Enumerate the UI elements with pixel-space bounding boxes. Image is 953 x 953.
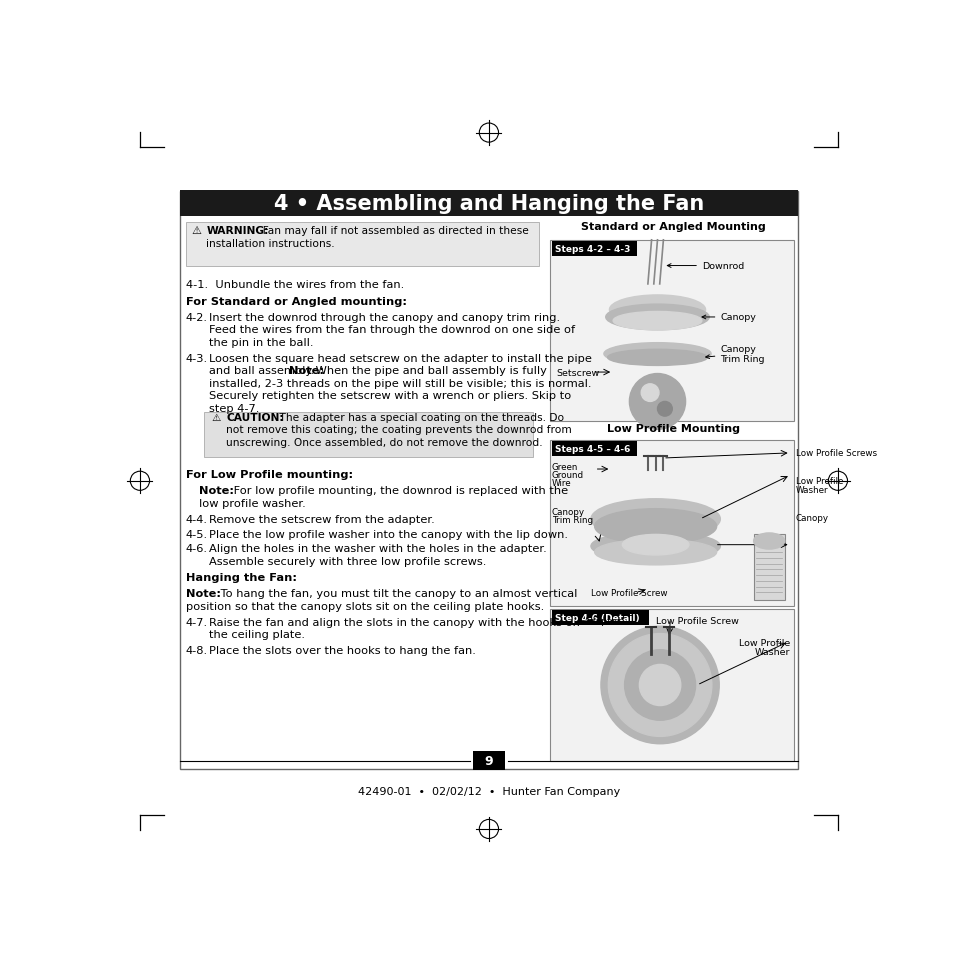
Ellipse shape [621,535,688,556]
Text: Ground: Ground [551,470,583,479]
Circle shape [608,634,711,737]
Ellipse shape [590,499,720,539]
Text: 9: 9 [484,755,493,767]
Text: Canopy: Canopy [551,508,584,517]
Bar [551,441,637,456]
Text: 4-1.  Unbundle the wires from the fan.: 4-1. Unbundle the wires from the fan. [186,280,404,291]
Text: For low profile mounting, the downrod is replaced with the: For low profile mounting, the downrod is… [230,486,568,496]
Text: Canopy: Canopy [701,314,756,322]
Text: 4-7.: 4-7. [186,617,208,627]
Text: 4-4.: 4-4. [186,515,208,524]
Text: Fan may fall if not assembled as directed in these: Fan may fall if not assembled as directe… [255,225,528,235]
Text: WARNING:: WARNING: [206,225,269,235]
Text: Green: Green [551,462,578,471]
Bar [180,191,797,217]
Text: The adapter has a special coating on the threads. Do: The adapter has a special coating on the… [275,413,563,422]
Text: unscrewing. Once assembled, do not remove the downrod.: unscrewing. Once assembled, do not remov… [226,437,542,447]
Text: Low Profile: Low Profile [739,639,790,647]
Circle shape [657,402,672,416]
Text: low profile washer.: low profile washer. [199,498,306,508]
Text: Align the holes in the washer with the holes in the adapter.: Align the holes in the washer with the h… [210,543,547,554]
Text: 4 • Assembling and Hanging the Fan: 4 • Assembling and Hanging the Fan [274,193,703,213]
Text: ⚠: ⚠ [192,225,201,235]
Text: Steps 4-5 – 4-6: Steps 4-5 – 4-6 [554,444,629,454]
Text: For Standard or Angled mounting:: For Standard or Angled mounting: [186,296,406,306]
Text: Remove the setscrew from the adapter.: Remove the setscrew from the adapter. [210,515,435,524]
Ellipse shape [594,509,716,544]
Text: Steps 4-2 – 4-3: Steps 4-2 – 4-3 [554,245,629,253]
Bar [186,223,538,267]
Ellipse shape [594,539,716,565]
Text: Raise the fan and align the slots in the canopy with the hooks on: Raise the fan and align the slots in the… [210,617,579,627]
Text: Setscrew: Setscrew [556,368,598,377]
Text: For Low Profile mounting:: For Low Profile mounting: [186,470,353,479]
Circle shape [624,650,695,720]
Text: 4-3.: 4-3. [186,354,208,364]
Ellipse shape [613,313,701,331]
Text: Securely retighten the setscrew with a wrench or pliers. Skip to: Securely retighten the setscrew with a w… [210,391,571,401]
Text: Downrod: Downrod [666,262,743,271]
Text: CAUTION:: CAUTION: [226,413,284,422]
Text: When the pipe and ball assembly is fully: When the pipe and ball assembly is fully [312,366,546,376]
Bar [550,609,794,761]
Text: installation instructions.: installation instructions. [206,238,335,249]
Bar [472,751,505,770]
Text: Place the low profile washer into the canopy with the lip down.: Place the low profile washer into the ca… [210,529,568,539]
Bar [551,611,649,625]
Text: position so that the canopy slots sit on the ceiling plate hooks.: position so that the canopy slots sit on… [186,601,543,611]
Text: the pin in the ball.: the pin in the ball. [210,337,314,348]
Text: 4-8.: 4-8. [186,645,208,656]
Text: Note:: Note: [199,486,233,496]
Text: Feed the wires from the fan through the downrod on one side of: Feed the wires from the fan through the … [210,325,575,335]
Bar [550,240,794,421]
Text: Wire: Wire [551,478,571,487]
Text: Note:: Note: [186,588,220,598]
Text: and ball assembly.: and ball assembly. [210,366,318,376]
Text: Assemble securely with three low profile screws.: Assemble securely with three low profile… [210,557,486,566]
Circle shape [629,375,685,430]
Text: Loosen the square head setscrew on the adapter to install the pipe: Loosen the square head setscrew on the a… [210,354,592,364]
Text: 4-5.: 4-5. [186,529,208,539]
Ellipse shape [609,295,705,325]
Text: Step 4-6 (Detail): Step 4-6 (Detail) [554,614,639,622]
Text: not remove this coating; the coating prevents the downrod from: not remove this coating; the coating pre… [226,425,572,435]
Bar [204,413,533,457]
Text: 4-6.: 4-6. [186,543,208,554]
Text: Low Profile: Low Profile [795,476,842,486]
Text: installed, 2-3 threads on the pipe will still be visible; this is normal.: installed, 2-3 threads on the pipe will … [210,378,591,389]
Text: Low Profile Screws: Low Profile Screws [795,449,876,457]
Bar [550,440,794,606]
Ellipse shape [590,532,720,561]
Text: Canopy
Trim Ring: Canopy Trim Ring [705,345,764,364]
Text: 42490-01  •  02/02/12  •  Hunter Fan Company: 42490-01 • 02/02/12 • Hunter Fan Company [357,786,619,796]
Text: Note:: Note: [288,366,323,376]
Text: Insert the downrod through the canopy and canopy trim ring.: Insert the downrod through the canopy an… [210,313,560,322]
Text: Low Profile Screw: Low Profile Screw [655,617,738,625]
Ellipse shape [605,305,708,331]
Ellipse shape [607,350,707,366]
Text: Washer: Washer [754,647,790,656]
Text: ⚠: ⚠ [212,413,221,422]
Text: the ceiling plate.: the ceiling plate. [210,630,305,639]
Text: Low Profile Screw: Low Profile Screw [590,588,667,598]
Text: Trim Ring: Trim Ring [551,516,592,525]
Text: To hang the fan, you must tilt the canopy to an almost vertical: To hang the fan, you must tilt the canop… [216,588,577,598]
Text: Hanging the Fan:: Hanging the Fan: [186,572,296,582]
Text: Adapter: Adapter [583,617,620,625]
Bar [180,192,797,769]
Text: step 4-7.: step 4-7. [210,403,259,414]
Text: Place the slots over the hooks to hang the fan.: Place the slots over the hooks to hang t… [210,645,476,656]
Bar [551,242,637,256]
Circle shape [640,384,659,402]
Text: 4-2.: 4-2. [186,313,208,322]
Circle shape [639,665,680,706]
Ellipse shape [753,534,783,550]
Bar [753,534,783,600]
Circle shape [600,626,719,744]
Text: Washer: Washer [795,486,827,495]
Text: Low Profile Mounting: Low Profile Mounting [607,424,740,434]
Ellipse shape [603,343,710,365]
Text: Canopy: Canopy [795,514,828,522]
Text: Standard or Angled Mounting: Standard or Angled Mounting [580,221,765,232]
